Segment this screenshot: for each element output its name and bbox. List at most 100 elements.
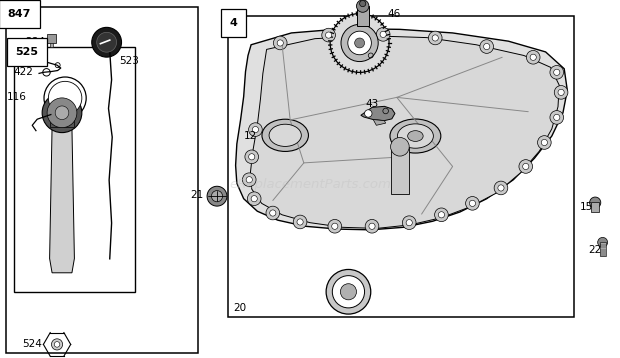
Ellipse shape	[365, 110, 372, 117]
Ellipse shape	[435, 208, 448, 222]
Bar	[46, 34, 56, 43]
Ellipse shape	[330, 14, 389, 72]
Ellipse shape	[348, 31, 371, 55]
Ellipse shape	[369, 223, 375, 229]
Ellipse shape	[494, 181, 508, 195]
Text: 20: 20	[233, 303, 246, 313]
Ellipse shape	[42, 93, 82, 132]
Bar	[6, 7, 198, 353]
Ellipse shape	[380, 31, 386, 38]
Ellipse shape	[356, 0, 369, 12]
Ellipse shape	[322, 28, 335, 42]
Bar	[391, 147, 409, 194]
Text: 422: 422	[13, 67, 33, 77]
Ellipse shape	[55, 342, 60, 347]
Polygon shape	[361, 106, 395, 121]
Polygon shape	[50, 126, 74, 273]
Ellipse shape	[332, 276, 365, 308]
Polygon shape	[373, 120, 386, 125]
Text: 15: 15	[580, 202, 593, 212]
Ellipse shape	[249, 154, 255, 160]
Ellipse shape	[541, 139, 547, 146]
Ellipse shape	[328, 219, 342, 233]
Ellipse shape	[558, 89, 564, 96]
Ellipse shape	[249, 123, 262, 136]
Ellipse shape	[207, 186, 227, 206]
Ellipse shape	[391, 137, 409, 156]
Ellipse shape	[355, 38, 365, 48]
Text: 22: 22	[588, 245, 601, 255]
Ellipse shape	[402, 216, 416, 229]
Bar	[14, 47, 135, 292]
Text: 46: 46	[388, 9, 401, 19]
Ellipse shape	[92, 27, 122, 57]
Ellipse shape	[266, 206, 280, 220]
Ellipse shape	[48, 81, 82, 115]
Ellipse shape	[251, 195, 257, 202]
Ellipse shape	[246, 176, 252, 183]
Ellipse shape	[376, 28, 390, 41]
Ellipse shape	[293, 215, 307, 229]
Ellipse shape	[326, 32, 332, 38]
Ellipse shape	[242, 173, 256, 187]
Ellipse shape	[341, 24, 378, 62]
Text: 523: 523	[120, 56, 140, 66]
Bar	[591, 202, 599, 212]
Ellipse shape	[480, 40, 494, 53]
Ellipse shape	[438, 212, 445, 218]
Ellipse shape	[406, 219, 412, 226]
Bar	[50, 115, 74, 127]
Polygon shape	[236, 29, 567, 230]
Text: 43: 43	[366, 99, 379, 109]
Ellipse shape	[332, 223, 338, 229]
Text: 284: 284	[25, 37, 45, 47]
Ellipse shape	[51, 339, 63, 350]
Ellipse shape	[408, 131, 423, 141]
Ellipse shape	[297, 219, 303, 225]
Ellipse shape	[326, 270, 371, 314]
Polygon shape	[250, 36, 559, 228]
Ellipse shape	[554, 114, 560, 121]
Ellipse shape	[247, 192, 261, 205]
Ellipse shape	[360, 0, 366, 7]
Ellipse shape	[340, 284, 356, 300]
Text: 21: 21	[190, 190, 203, 200]
Ellipse shape	[526, 50, 540, 64]
Text: 116: 116	[7, 92, 27, 102]
Text: eReplacementParts.com: eReplacementParts.com	[229, 178, 391, 191]
Ellipse shape	[538, 136, 551, 149]
Ellipse shape	[523, 163, 529, 170]
Bar	[50, 43, 53, 47]
Text: 12: 12	[244, 131, 257, 141]
Ellipse shape	[97, 32, 117, 52]
Ellipse shape	[365, 219, 379, 233]
Ellipse shape	[47, 98, 77, 128]
Text: 847: 847	[7, 9, 31, 19]
Ellipse shape	[397, 124, 433, 148]
Text: 4: 4	[229, 18, 237, 28]
Ellipse shape	[598, 237, 608, 247]
Text: 524: 524	[22, 339, 42, 349]
Ellipse shape	[550, 66, 564, 79]
Ellipse shape	[270, 210, 276, 216]
Ellipse shape	[469, 200, 476, 207]
Ellipse shape	[245, 150, 259, 164]
Bar	[228, 16, 574, 317]
Ellipse shape	[498, 185, 504, 191]
Ellipse shape	[432, 35, 438, 41]
Ellipse shape	[428, 31, 442, 45]
Ellipse shape	[55, 106, 69, 120]
Ellipse shape	[211, 190, 223, 202]
Ellipse shape	[554, 86, 568, 99]
Bar	[356, 6, 369, 26]
Ellipse shape	[390, 119, 441, 153]
Ellipse shape	[554, 69, 560, 76]
Ellipse shape	[466, 197, 479, 210]
Ellipse shape	[519, 160, 533, 173]
Ellipse shape	[590, 197, 601, 208]
Ellipse shape	[273, 36, 287, 50]
Ellipse shape	[269, 124, 301, 146]
Ellipse shape	[252, 126, 259, 133]
Ellipse shape	[550, 111, 564, 124]
Ellipse shape	[530, 54, 536, 61]
